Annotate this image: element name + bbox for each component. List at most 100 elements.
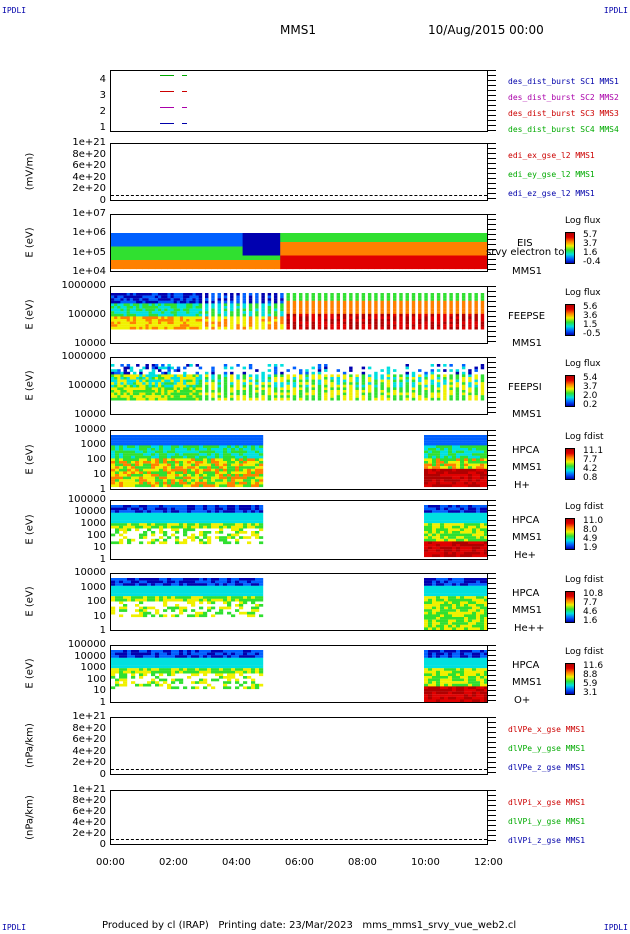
heatmap-cell: [243, 505, 248, 508]
heatmap-cell: [460, 471, 465, 475]
heatmap-cell: [227, 448, 232, 451]
heatmap-cell: [170, 295, 174, 299]
heatmap-cell: [155, 458, 160, 462]
heatmap-cell: [129, 303, 134, 307]
heatmap-cell: [148, 293, 153, 296]
heatmap-cell: [267, 295, 272, 299]
heatmap-cell: [163, 468, 168, 472]
heatmap-cell: [361, 242, 369, 247]
heatmap-cell: [175, 453, 180, 456]
heatmap-cell: [336, 374, 341, 378]
heatmap-cell: [255, 237, 262, 243]
heatmap-cell: [247, 437, 252, 441]
heatmap-cell: [448, 476, 453, 480]
heatmap-cell: [472, 549, 477, 552]
heatmap-cell: [117, 371, 121, 375]
heatmap-cell: [175, 479, 180, 482]
heatmap-cell: [259, 593, 264, 597]
heatmap-cell: [235, 484, 240, 488]
heatmap-cell: [217, 374, 221, 378]
heatmap-cell: [424, 583, 429, 586]
heatmap-cell: [151, 293, 156, 296]
heatmap-cell: [154, 392, 159, 396]
heatmap-cell: [131, 435, 136, 438]
heatmap-cell: [476, 481, 481, 485]
heatmap-cell: [215, 583, 220, 586]
heatmap-cell: [111, 510, 116, 513]
heatmap-cell: [476, 450, 481, 454]
heatmap-cell: [336, 251, 344, 256]
heatmap-cell: [330, 377, 334, 380]
heatmap-cell: [455, 303, 460, 307]
heatmap-cell: [123, 311, 127, 314]
heatmap-cell: [461, 260, 469, 265]
heatmap-cell: [183, 474, 188, 477]
heatmap-cell: [411, 377, 416, 380]
heatmap-cell: [164, 377, 168, 380]
heatmap-cell: [183, 515, 188, 519]
heatmap-cell: [227, 611, 232, 615]
heatmap-cell: [455, 326, 460, 330]
heatmap-cell: [247, 463, 252, 467]
heatmap-cell: [330, 233, 338, 238]
heatmap-cell: [476, 445, 481, 449]
heatmap-cell: [171, 440, 176, 443]
heatmap-cell: [436, 364, 441, 367]
heatmap-cell: [170, 379, 174, 383]
heatmap-cell: [280, 377, 284, 380]
heatmap-cell: [305, 311, 309, 314]
heatmap-cell: [167, 246, 175, 252]
heatmap-cell: [242, 311, 247, 314]
heatmap-cell: [480, 303, 485, 307]
heatmap-cell: [324, 369, 328, 372]
heatmap-cell: [231, 484, 236, 488]
heatmap-cell: [198, 264, 206, 270]
heatmap-cell: [311, 260, 319, 265]
heatmap-cell: [292, 382, 297, 385]
heatmap-cell: [428, 596, 433, 599]
heatmap-cell: [440, 510, 445, 513]
heatmap-cell: [461, 255, 469, 261]
heatmap-cell: [167, 461, 172, 464]
heatmap-cell: [452, 484, 457, 488]
heatmap-cell: [230, 392, 234, 396]
heatmap-cell: [183, 510, 188, 513]
heatmap-cell: [317, 251, 325, 256]
heatmap-cell: [452, 624, 457, 628]
heatmap-cell: [203, 442, 208, 446]
heatmap-cell: [189, 390, 193, 393]
heatmap-cell: [248, 384, 253, 388]
heatmap-cell: [167, 397, 171, 401]
heatmap-cell: [139, 384, 143, 388]
heatmap-cell: [139, 463, 144, 467]
heatmap-cell: [367, 382, 372, 385]
heatmap-cell: [452, 476, 457, 480]
heatmap-cell: [460, 541, 465, 545]
heatmap-cell: [424, 512, 429, 516]
heatmap-cell: [286, 237, 294, 243]
heatmap-cell: [167, 578, 172, 581]
heatmap-cell: [472, 450, 477, 454]
heatmap-cell: [123, 366, 127, 370]
heatmap-cell: [173, 255, 181, 261]
heatmap-cell: [142, 295, 146, 299]
heatmap-cell: [480, 606, 485, 610]
heatmap-cell: [187, 515, 192, 519]
heatmap-cell: [255, 525, 260, 529]
heatmap-cell: [436, 531, 441, 534]
heatmap-cell: [161, 390, 165, 393]
heatmap-cell: [239, 518, 244, 521]
heatmap-cell: [223, 384, 228, 388]
heatmap-cell: [267, 397, 272, 401]
heatmap-cell: [195, 382, 200, 385]
heatmap-cell: [428, 536, 433, 539]
heatmap-cell: [217, 382, 221, 385]
heatmap-cell: [151, 308, 156, 312]
heatmap-cell: [111, 596, 116, 599]
heatmap-cell: [167, 300, 171, 304]
heatmap-cell: [203, 593, 208, 597]
heatmap-cell: [456, 453, 461, 456]
heatmap-cell: [349, 326, 353, 330]
heatmap-cell: [148, 390, 153, 393]
heatmap-cell: [148, 395, 153, 398]
